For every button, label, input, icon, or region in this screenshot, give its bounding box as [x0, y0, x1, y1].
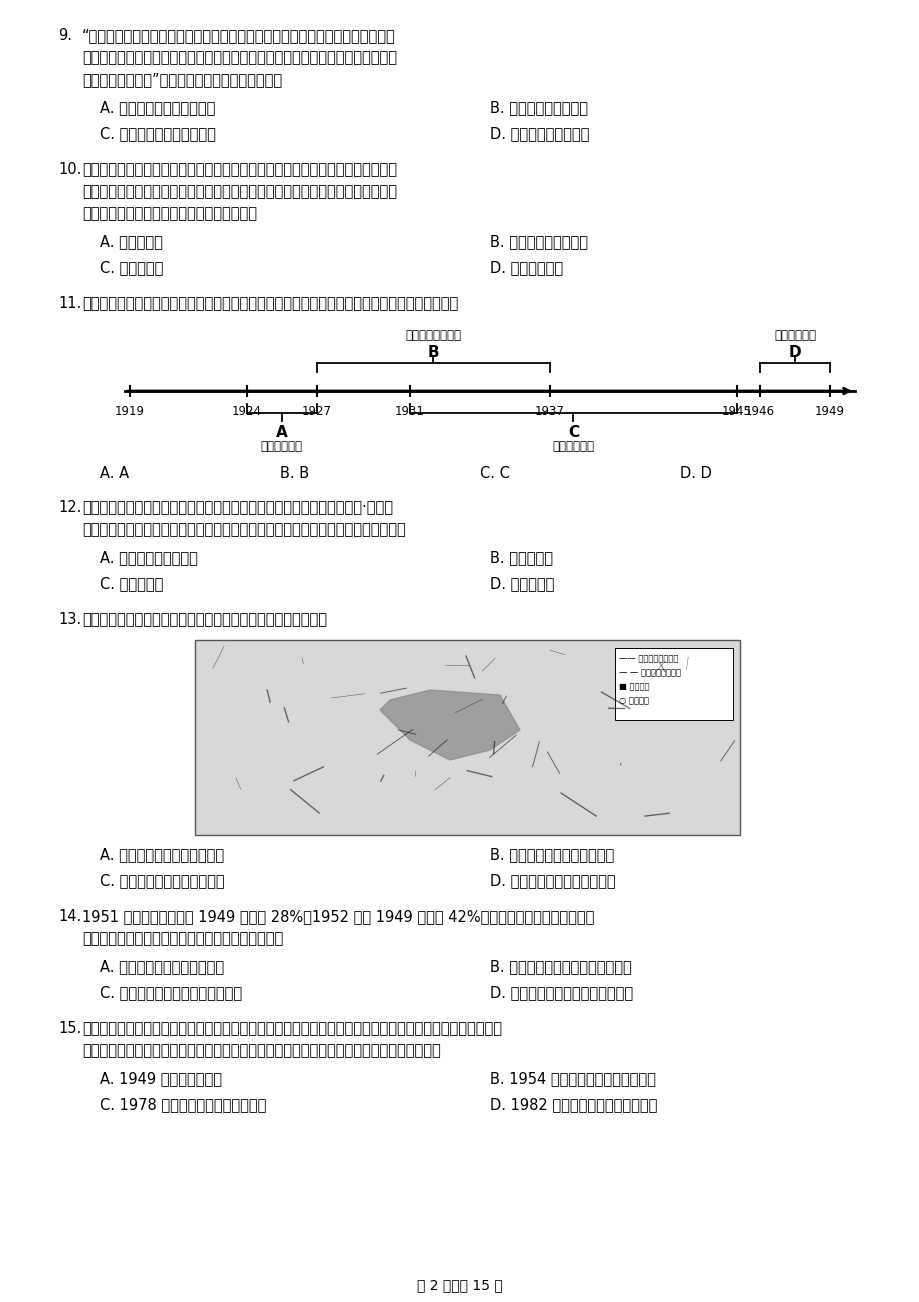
Text: 与商务印书馆的创立在同一城市的是（　　）: 与商务印书馆的创立在同一城市的是（ ） — [82, 206, 256, 221]
Text: 国共十年内战时期: 国共十年内战时期 — [405, 329, 460, 342]
Text: 1931: 1931 — [394, 405, 425, 418]
Text: 如图为中国新民主主义革命的时间轴。其中农村包围城市，武装夺取政权的革命道路形成于（　）: 如图为中国新民主主义革命的时间轴。其中农村包围城市，武装夺取政权的革命道路形成于… — [82, 296, 458, 311]
Text: A. 《马关条约》的签订: A. 《马关条约》的签订 — [100, 549, 198, 565]
Text: C. 推动了北平和平解放的实现: C. 推动了北平和平解放的实现 — [100, 874, 224, 888]
Text: 抗日战争时期: 抗日战争时期 — [551, 440, 594, 453]
Text: 《我的抗战》一书写道：北平氦陷后，城门紧闭，教室里已没有了《礼记·礼运》: 《我的抗战》一书写道：北平氦陷后，城门紧闭，教室里已没有了《礼记·礼运》 — [82, 500, 392, 516]
Text: ■ 战役地区: ■ 战役地区 — [618, 682, 649, 691]
Text: B. 1954 年《中华人民共和国寪法》: B. 1954 年《中华人民共和国寪法》 — [490, 1072, 655, 1086]
Text: B: B — [427, 345, 438, 359]
Text: D. 1982 年《中华人民共和国寪法》: D. 1982 年《中华人民共和国寪法》 — [490, 1098, 657, 1112]
Text: 十九届中央二次全会审议通过了《中共中央关于修改寪法部分内容的建议》。修改寪法是推进全面依法治国、: 十九届中央二次全会审议通过了《中共中央关于修改寪法部分内容的建议》。修改寪法是推… — [82, 1021, 502, 1036]
Text: 15.: 15. — [58, 1021, 81, 1036]
Text: C: C — [567, 424, 578, 440]
Text: 的读书声，取而代之的是学生们刚刚学会的日本国歌。与此现象相关的背景是（　）: 的读书声，取而代之的是学生们刚刚学会的日本国歌。与此现象相关的背景是（ ） — [82, 522, 405, 536]
Text: C. 礼节变化未受到西方影响: C. 礼节变化未受到西方影响 — [100, 126, 216, 141]
Bar — [614, 648, 732, 720]
Text: A. 辛亥革命推动礼节的变化: A. 辛亥革命推动礼节的变化 — [100, 100, 215, 115]
Text: 1946: 1946 — [744, 405, 774, 418]
Text: 9.: 9. — [58, 29, 72, 43]
Text: A: A — [276, 424, 288, 440]
Text: 1919: 1919 — [115, 405, 145, 418]
Text: B. 鸞弓礼体现等级观念: B. 鸞弓礼体现等级观念 — [490, 100, 587, 115]
Text: 14.: 14. — [58, 909, 81, 924]
Text: D. 成立中华民国: D. 成立中华民国 — [490, 260, 562, 275]
Text: 1937: 1937 — [535, 405, 564, 418]
Text: C. C: C. C — [480, 466, 509, 480]
Text: B. B: B. B — [279, 466, 309, 480]
Text: 11.: 11. — [58, 296, 81, 311]
Text: 解放战争时期: 解放战争时期 — [773, 329, 815, 342]
Text: D. D: D. D — [679, 466, 711, 480]
Text: D. 南京大屠杀: D. 南京大屠杀 — [490, 575, 554, 591]
Text: 1927: 1927 — [301, 405, 332, 418]
Text: 商务印书馆是中国历史最悠久的现代出版机构，与北京大学同时被誉为中国近代文: 商务印书馆是中国历史最悠久的现代出版机构，与北京大学同时被誉为中国近代文 — [82, 161, 397, 177]
Text: 1951 年全国粮食产量比 1949 年增加 28%，1952 年比 1949 年增加 42%，农作物产量迅速达到和超过: 1951 年全国粮食产量比 1949 年增加 28%，1952 年比 1949 … — [82, 909, 594, 924]
Text: 第 2 页，共 15 页: 第 2 页，共 15 页 — [416, 1279, 503, 1292]
Text: “在南京各省代表会上，孙中山提议废除跪拜礼，提倡普通见面时为一鸞弓，最尊: “在南京各省代表会上，孙中山提议废除跪拜礼，提倡普通见面时为一鸞弓，最尊 — [82, 29, 395, 43]
Text: 推进国家治理体系和治理能力现代化的重大举措。我国第一部社会主义类型的寪法是（　　）: 推进国家治理体系和治理能力现代化的重大举措。我国第一部社会主义类型的寪法是（ ） — [82, 1043, 440, 1059]
Text: A. 1949 年《共同纲领》: A. 1949 年《共同纲领》 — [100, 1072, 221, 1086]
Text: C. 成立同盟会: C. 成立同盟会 — [100, 260, 164, 275]
Text: 国民革命时期: 国民革命时期 — [260, 440, 302, 453]
Text: A. A: A. A — [100, 466, 129, 480]
Text: — — 第二方面进攻方向: — — 第二方面进攻方向 — [618, 668, 680, 677]
Text: A. 成立强学会: A. 成立强学会 — [100, 234, 163, 249]
Text: 敬之礼为三鸞弓。他身体力行，弯腰鸞弓。众人皆感新鲜，纷纷跟着仿效。鸞弓之: 敬之礼为三鸞弓。他身体力行，弯腰鸞弓。众人皆感新鲜，纷纷跟着仿效。鸞弓之 — [82, 49, 397, 65]
Text: 1949: 1949 — [814, 405, 844, 418]
Text: 1945: 1945 — [720, 405, 751, 418]
Text: B. 为战略决战的胜利奋定基础: B. 为战略决战的胜利奋定基础 — [490, 848, 614, 862]
Text: 1924: 1924 — [232, 405, 261, 418]
Text: C. 卢沟桥事变: C. 卢沟桥事变 — [100, 575, 164, 591]
Text: B. 九一八事变: B. 九一八事变 — [490, 549, 552, 565]
Text: 12.: 12. — [58, 500, 81, 516]
Bar — [195, 641, 739, 835]
Text: 化的双子星，如果说北大的影响能达庙堂之高，商务的影响则可届江湖之远。下列: 化的双子星，如果说北大的影响能达庙堂之高，商务的影响则可届江湖之远。下列 — [82, 184, 397, 199]
Text: A. 土地改革解放了农村生产力: A. 土地改革解放了农村生产力 — [100, 960, 224, 974]
Text: —— 第一方面进攻方向: —— 第一方面进攻方向 — [618, 654, 677, 663]
Text: D: D — [788, 345, 800, 359]
Text: D. 传统礼节被彻底废除: D. 传统礼节被彻底废除 — [490, 126, 589, 141]
Text: 13.: 13. — [58, 612, 81, 628]
Text: A. 标志着战略反攻的全面展开: A. 标志着战略反攻的全面展开 — [100, 848, 224, 862]
Text: C. 1978 年《中华人民共和国寪法》: C. 1978 年《中华人民共和国寪法》 — [100, 1098, 267, 1112]
Text: C. 土地改革提高了农民生产积极性: C. 土地改革提高了农民生产积极性 — [100, 986, 242, 1000]
Text: B. 创办《新青年》杂志: B. 创办《新青年》杂志 — [490, 234, 587, 249]
Text: D. 土地改革促进了农村经济的发展: D. 土地改革促进了农村经济的发展 — [490, 986, 632, 1000]
Text: 如图是人民解放战争时期某次重大战役示意图，该战役（　　）: 如图是人民解放战争时期某次重大战役示意图，该战役（ ） — [82, 612, 326, 628]
Text: 礼逐渐风行开来。”对该材料理解正确的是（　　）: 礼逐渐风行开来。”对该材料理解正确的是（ ） — [82, 72, 282, 87]
Polygon shape — [380, 690, 519, 760]
Text: 10.: 10. — [58, 161, 81, 177]
Text: 历史最高水平。下列对材料理解不正确的是（　　）: 历史最高水平。下列对材料理解不正确的是（ ） — [82, 931, 283, 947]
Text: D. 推翻了南京国民政府的统治: D. 推翻了南京国民政府的统治 — [490, 874, 615, 888]
Text: ○ 战役范围: ○ 战役范围 — [618, 697, 648, 704]
Text: B. 土地改革实现了农村土地公有制: B. 土地改革实现了农村土地公有制 — [490, 960, 631, 974]
